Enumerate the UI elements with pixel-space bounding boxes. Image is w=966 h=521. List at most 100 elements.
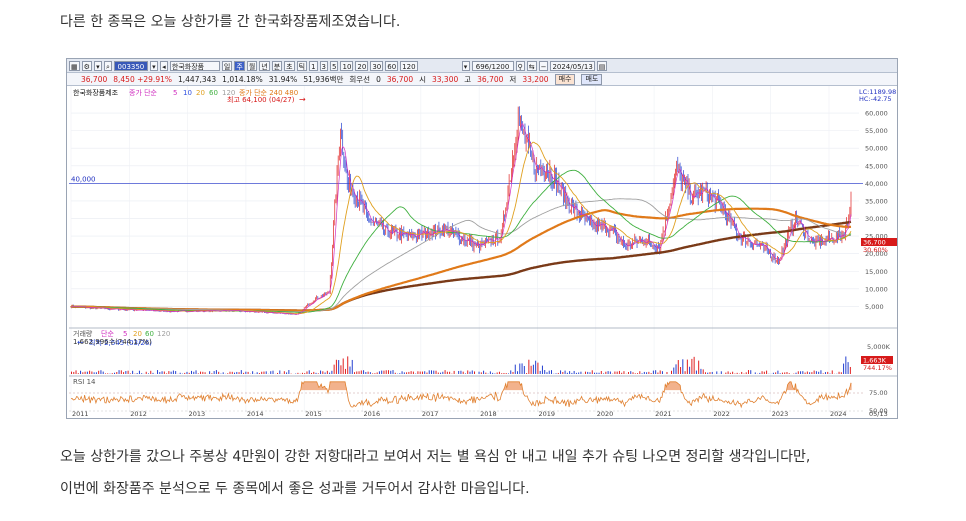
- volume-legend-label: 거래량: [73, 329, 93, 338]
- volume-bar: [614, 371, 616, 374]
- price-y-axis: 60,000 55,000 50,000 45,000 40,000 35,000 30,0…: [865, 110, 888, 311]
- volume-bar: [489, 371, 491, 374]
- volume-bar: [365, 372, 367, 374]
- volume-y-tick: 5,000K: [867, 343, 891, 351]
- volume-bar: [523, 366, 525, 374]
- ma60-line: [70, 169, 852, 313]
- volume-bar: [184, 372, 186, 374]
- volume-bar: [331, 370, 333, 374]
- volume-bar: [342, 358, 344, 374]
- volume-bar: [114, 372, 116, 374]
- volume-bar: [349, 366, 351, 374]
- period-day[interactable]: 일: [221, 60, 233, 71]
- volume-bar: [544, 370, 546, 374]
- settings-icon[interactable]: ⚙: [81, 60, 92, 71]
- search-icon[interactable]: ⌕: [103, 60, 112, 71]
- interval-60[interactable]: 60: [385, 60, 399, 71]
- period-month[interactable]: 월: [246, 60, 258, 71]
- volume-bar: [641, 373, 643, 374]
- rsi-panel: RSI 14 75.00 50.00: [69, 375, 897, 415]
- stock-code-input[interactable]: 003350: [113, 60, 148, 71]
- volume-bar: [747, 370, 749, 374]
- volume-bar: [163, 371, 165, 374]
- volume-bar: [772, 372, 774, 374]
- volume-bar: [551, 370, 552, 374]
- volume-bar: [175, 371, 177, 374]
- volume-bar: [496, 372, 498, 374]
- volume-bar: [317, 373, 319, 374]
- volume-bar: [648, 371, 650, 374]
- volume-bar: [258, 373, 260, 374]
- volume-bar: [843, 363, 845, 374]
- dates-icon[interactable]: ⇆: [526, 60, 537, 71]
- code-dropdown-icon[interactable]: ▾: [149, 60, 158, 71]
- volume-bar: [462, 371, 464, 374]
- period-minute[interactable]: 분: [271, 60, 283, 71]
- volume-bar: [360, 370, 362, 374]
- interval-1[interactable]: 1: [309, 60, 318, 71]
- range-display[interactable]: 696/1200: [471, 60, 514, 71]
- x-axis-year: 2019: [538, 410, 555, 418]
- quote-high: 36,700: [477, 74, 504, 84]
- volume-bar: [369, 372, 371, 374]
- interval-20[interactable]: 20: [355, 60, 369, 71]
- volume-bar: [806, 371, 808, 374]
- volume-bar: [170, 371, 172, 374]
- zoom-icon[interactable]: ⚲: [515, 60, 525, 71]
- volume-bar: [480, 372, 482, 374]
- volume-bar: [526, 373, 528, 374]
- date-field[interactable]: 2024/05/13: [550, 60, 595, 71]
- interval-5[interactable]: 5: [330, 60, 339, 71]
- period-year[interactable]: 년: [259, 60, 270, 71]
- period-week[interactable]: 주: [234, 60, 245, 71]
- volume-bar: [725, 372, 727, 374]
- buy-button[interactable]: 매수: [554, 73, 576, 85]
- dropdown-icon[interactable]: ▾: [93, 60, 102, 71]
- volume-bar: [277, 372, 279, 374]
- stock-name-field[interactable]: 한국화장품: [169, 60, 220, 71]
- price-y-tick: 20,000: [865, 250, 888, 258]
- volume-bar: [437, 372, 439, 374]
- volume-bar: [815, 371, 817, 374]
- volume-bar: [521, 363, 523, 374]
- volume-bar: [385, 370, 387, 374]
- period-tick[interactable]: 틱: [296, 60, 308, 71]
- period-second[interactable]: 초: [284, 60, 295, 71]
- volume-bar: [485, 372, 487, 374]
- ma5-line: [70, 123, 852, 315]
- volume-bar: [652, 370, 654, 374]
- x-axis-year: 2014: [247, 410, 264, 418]
- minus-icon[interactable]: −: [538, 60, 549, 71]
- volume-bar: [324, 372, 326, 374]
- volume-bar: [673, 367, 675, 374]
- interval-120[interactable]: 120: [400, 60, 418, 71]
- volume-bars: [71, 356, 851, 374]
- volume-bar: [519, 363, 521, 374]
- interval-3[interactable]: 3: [319, 60, 329, 71]
- chart-menu-icon[interactable]: ▦: [69, 60, 80, 71]
- volume-bar: [211, 373, 213, 374]
- volume-bar: [449, 371, 451, 374]
- volume-bar: [532, 364, 534, 374]
- range-dropdown-icon[interactable]: ▾: [461, 60, 470, 71]
- interval-10[interactable]: 10: [340, 60, 354, 71]
- volume-bar: [483, 370, 485, 374]
- volume-bar: [788, 373, 790, 374]
- stock-chart-canvas[interactable]: 40,000 한국화장품제조 종가 단순 5 10 20 60 120 종가 단…: [67, 86, 897, 418]
- volume-bar: [263, 371, 265, 374]
- volume-bar: [698, 360, 700, 374]
- volume-bar: [535, 360, 537, 374]
- volume-legend-60: 60: [145, 330, 154, 338]
- interval-30[interactable]: 30: [370, 60, 384, 71]
- post-paragraph-1: 다른 한 종목은 오늘 상한가를 간 한국화장품제조였습니다.: [60, 14, 401, 30]
- post-paragraph-3: 이번에 화장품주 분석으로 두 종목에서 좋은 성과를 거두어서 감사한 마음입…: [60, 481, 530, 497]
- volume-bar: [637, 373, 639, 374]
- volume-bar: [840, 372, 842, 374]
- quote-open-label: 시: [419, 74, 426, 84]
- price-y-tick: 60,000: [865, 110, 888, 118]
- calendar-icon[interactable]: ▤: [596, 60, 608, 71]
- quote-bar: 36,700 8,450 +29.91% 1,447,343 1,014.18%…: [67, 73, 897, 86]
- hc-label: HC:-42.75: [859, 95, 892, 103]
- sell-button[interactable]: 매도: [581, 73, 603, 85]
- prev-stock-icon[interactable]: ◂: [159, 60, 168, 71]
